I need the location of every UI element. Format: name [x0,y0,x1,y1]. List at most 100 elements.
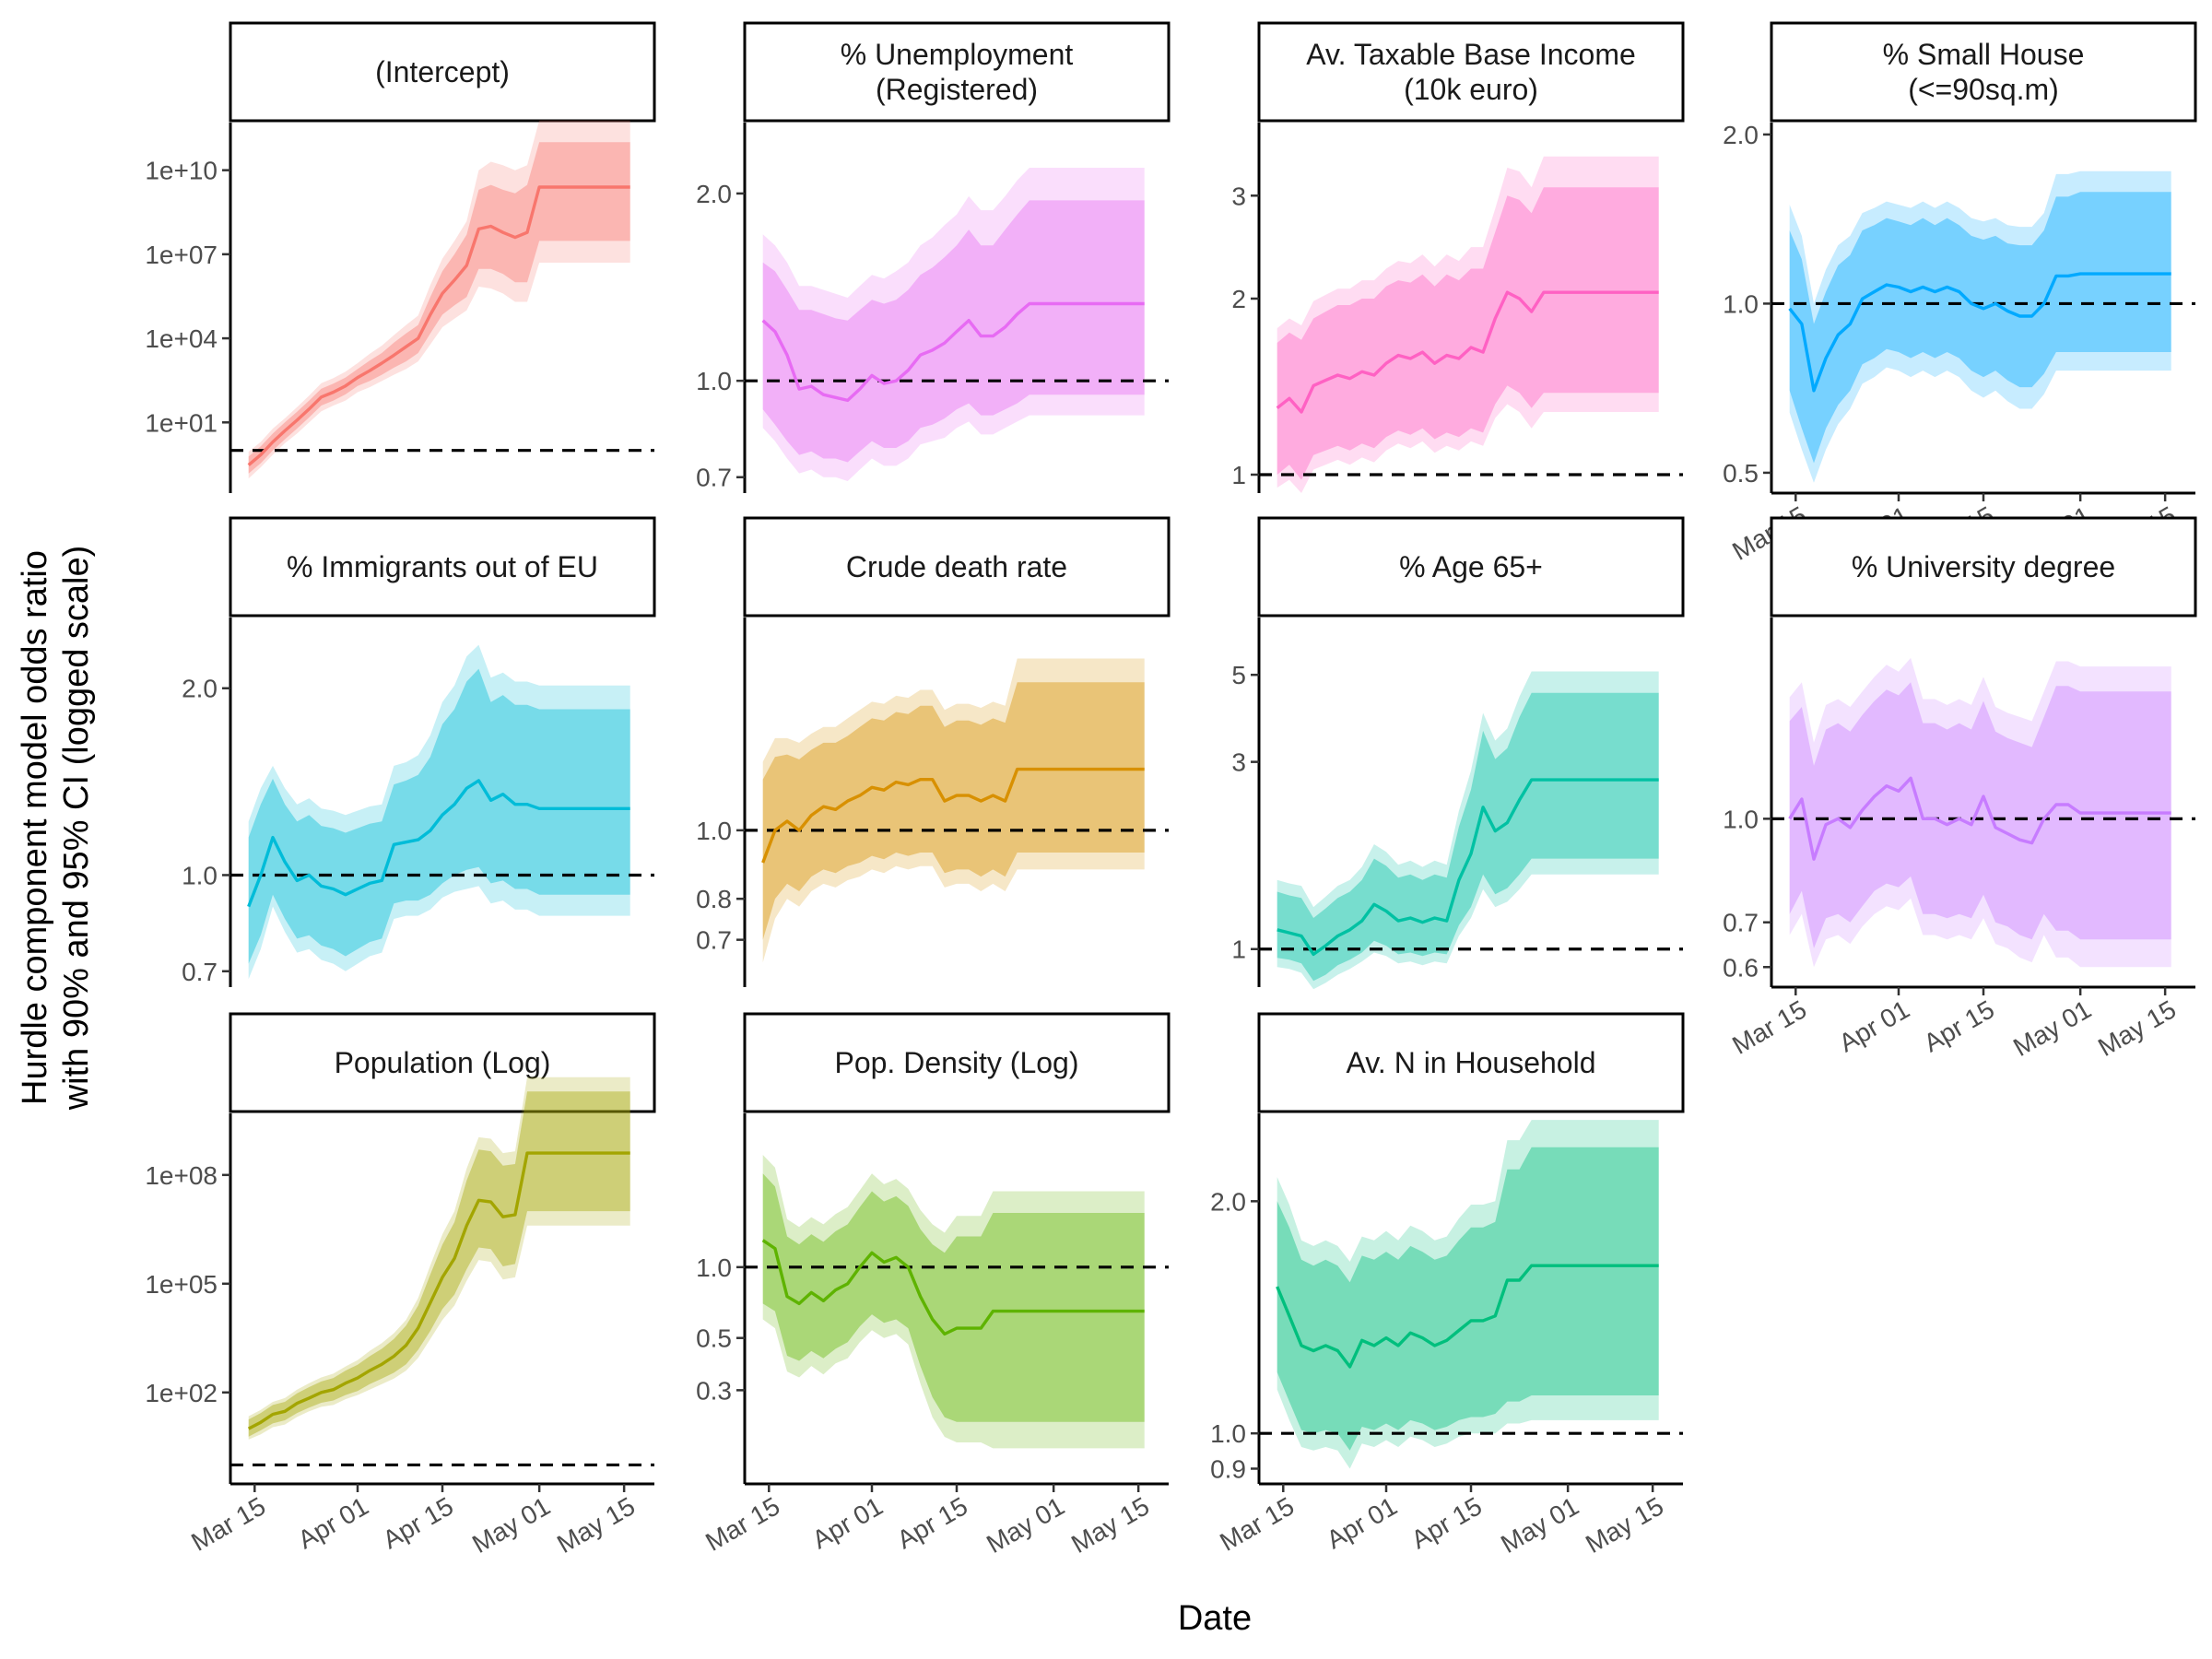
y-tick-label: 1.0 [1210,1419,1246,1448]
y-tick-label: 1e+05 [145,1270,218,1299]
facet-panel-av-taxable-base-income-10k-euro: Av. Taxable Base Income(10k euro) 1 2 3 [1231,21,1685,494]
y-tick-label: 0.8 [696,885,732,913]
facet-strip-title: Population (Log) [335,1046,551,1079]
ci90-band [762,682,1145,940]
facet-strip-title: Av. Taxable Base Income [1306,38,1636,71]
facet-strip-title: % Small House [1883,38,2085,71]
ci95-band [1277,671,1659,990]
estimate-line [247,779,630,908]
y-tick-label: 1.0 [696,367,732,395]
ci95-band [1789,657,2171,968]
ci95-band [762,1155,1145,1449]
facet-panel-pop-density-log: Pop. Density (Log) 0.3 0.5 1.0 Mar 15 Apr 01 A… [696,1012,1171,1559]
ci95-band [762,658,1145,963]
y-tick-label: 2.0 [1210,1187,1246,1216]
ci95-band [1789,171,2171,483]
facet-strip-title: % Immigrants out of EU [287,550,598,583]
y-tick-label: 3 [1231,748,1246,777]
x-tick-label: Apr 01 [807,1491,888,1554]
x-tick-label: May 01 [467,1491,555,1559]
facet-strip [1257,516,1685,618]
facet-strip [229,1012,656,1113]
ci90-band [1789,192,2171,464]
y-tick-label: 1.0 [696,817,732,845]
facet-panel-av-n-in-household: Av. N in Household 0.9 1.0 2.0 Mar 15 Apr 01 A… [1210,1012,1685,1559]
facet-strip-title: Pop. Density (Log) [834,1046,1078,1079]
y-tick-label: 1.0 [182,861,218,889]
y-tick-label: 1 [1231,935,1246,964]
x-tick-label: Apr 01 [293,1491,373,1554]
facet-strip-title: (Intercept) [375,55,510,88]
ci90-band [1277,187,1659,480]
estimate-line [1276,1264,1659,1369]
ci90-band [762,200,1145,463]
y-tick-label: 0.7 [1723,909,1759,937]
y-tick-label: 2.0 [1723,121,1759,149]
estimate-line [1277,778,1659,957]
x-tick-label: Apr 15 [378,1491,458,1554]
ci90-band [248,1091,630,1437]
y-tick-label: 1e+01 [145,408,218,437]
estimate-line [247,1151,630,1430]
x-tick-label: May 15 [1066,1491,1154,1559]
facet-strip-title: (<=90sq.m) [1908,73,2059,106]
y-tick-label: 2 [1231,285,1246,313]
estimate-line [1788,776,2171,861]
y-tick-label: 3 [1231,182,1246,210]
estimate-line [1276,290,1659,414]
y-axis-title-line-2: with 90% and 95% CI (logged scale) [57,546,96,1112]
y-tick-label: 1.0 [696,1253,732,1282]
facet-strip [743,516,1171,618]
facet-panel-university-degree: % University degree 0.6 0.7 1.0 Mar 15 Apr 01… [1723,516,2197,1062]
x-tick-label: Apr 01 [1322,1491,1402,1554]
ci90-band [248,142,630,474]
estimate-line [761,301,1145,403]
y-tick-label: 1e+04 [145,324,218,353]
y-tick-label: 1.0 [1723,289,1759,318]
x-tick-label: May 15 [1581,1491,1668,1559]
facet-panel-age-65: % Age 65+ 1 3 5 [1231,516,1685,990]
y-tick-label: 0.6 [1723,953,1759,982]
facet-strip [743,1012,1171,1113]
estimate-line [761,767,1145,864]
ci95-band [1277,156,1659,494]
facet-strip [1770,516,2197,618]
estimate-line [1788,272,2171,393]
estimate-line [247,185,630,466]
ci95-band [248,1077,630,1440]
ci90-band [1277,1147,1659,1451]
y-tick-label: 0.7 [182,958,218,986]
facet-strip [229,516,656,618]
x-tick-label: Mar 15 [1215,1491,1299,1556]
facet-strip [229,21,656,123]
facet-strip-title: Av. N in Household [1347,1046,1596,1079]
facet-panel-unemployment-registered: % Unemployment(Registered) 0.7 1.0 2.0 [696,21,1171,493]
facet-strip-title: % Age 65+ [1399,550,1543,583]
facet-strip-title: % University degree [1852,550,2115,583]
x-tick-label: Apr 01 [1834,994,1914,1057]
y-tick-label: 1 [1231,461,1246,489]
x-tick-label: May 15 [2093,994,2181,1062]
y-tick-label: 1.0 [1723,805,1759,833]
ci95-band [762,168,1145,481]
y-tick-label: 5 [1231,661,1246,689]
x-tick-label: Mar 15 [186,1491,270,1556]
estimate-line [761,1239,1145,1336]
facet-panel-immigrants-out-of-eu: % Immigrants out of EU 0.7 1.0 2.0 [182,516,656,987]
x-tick-label: Mar 15 [700,1491,784,1556]
y-tick-label: 0.3 [696,1376,732,1405]
facet-panels: (Intercept) 1e+01 1e+04 1e+07 1e+10 % Unemplo… [145,21,2197,1559]
x-axis-title: Date [1178,1599,1252,1638]
facet-strip [1770,21,2197,123]
y-tick-label: 1e+02 [145,1379,218,1407]
ci90-band [248,668,630,964]
x-tick-label: Mar 15 [1727,994,1811,1059]
y-axis-title-line-1: Hurdle component model odds ratio [16,550,54,1105]
x-tick-label: May 01 [982,1491,1069,1559]
y-tick-label: 0.5 [696,1324,732,1353]
facet-panel-crude-death-rate: Crude death rate 0.7 0.8 1.0 [696,516,1171,987]
y-tick-label: 1e+07 [145,241,218,269]
y-tick-label: 1e+08 [145,1161,218,1190]
